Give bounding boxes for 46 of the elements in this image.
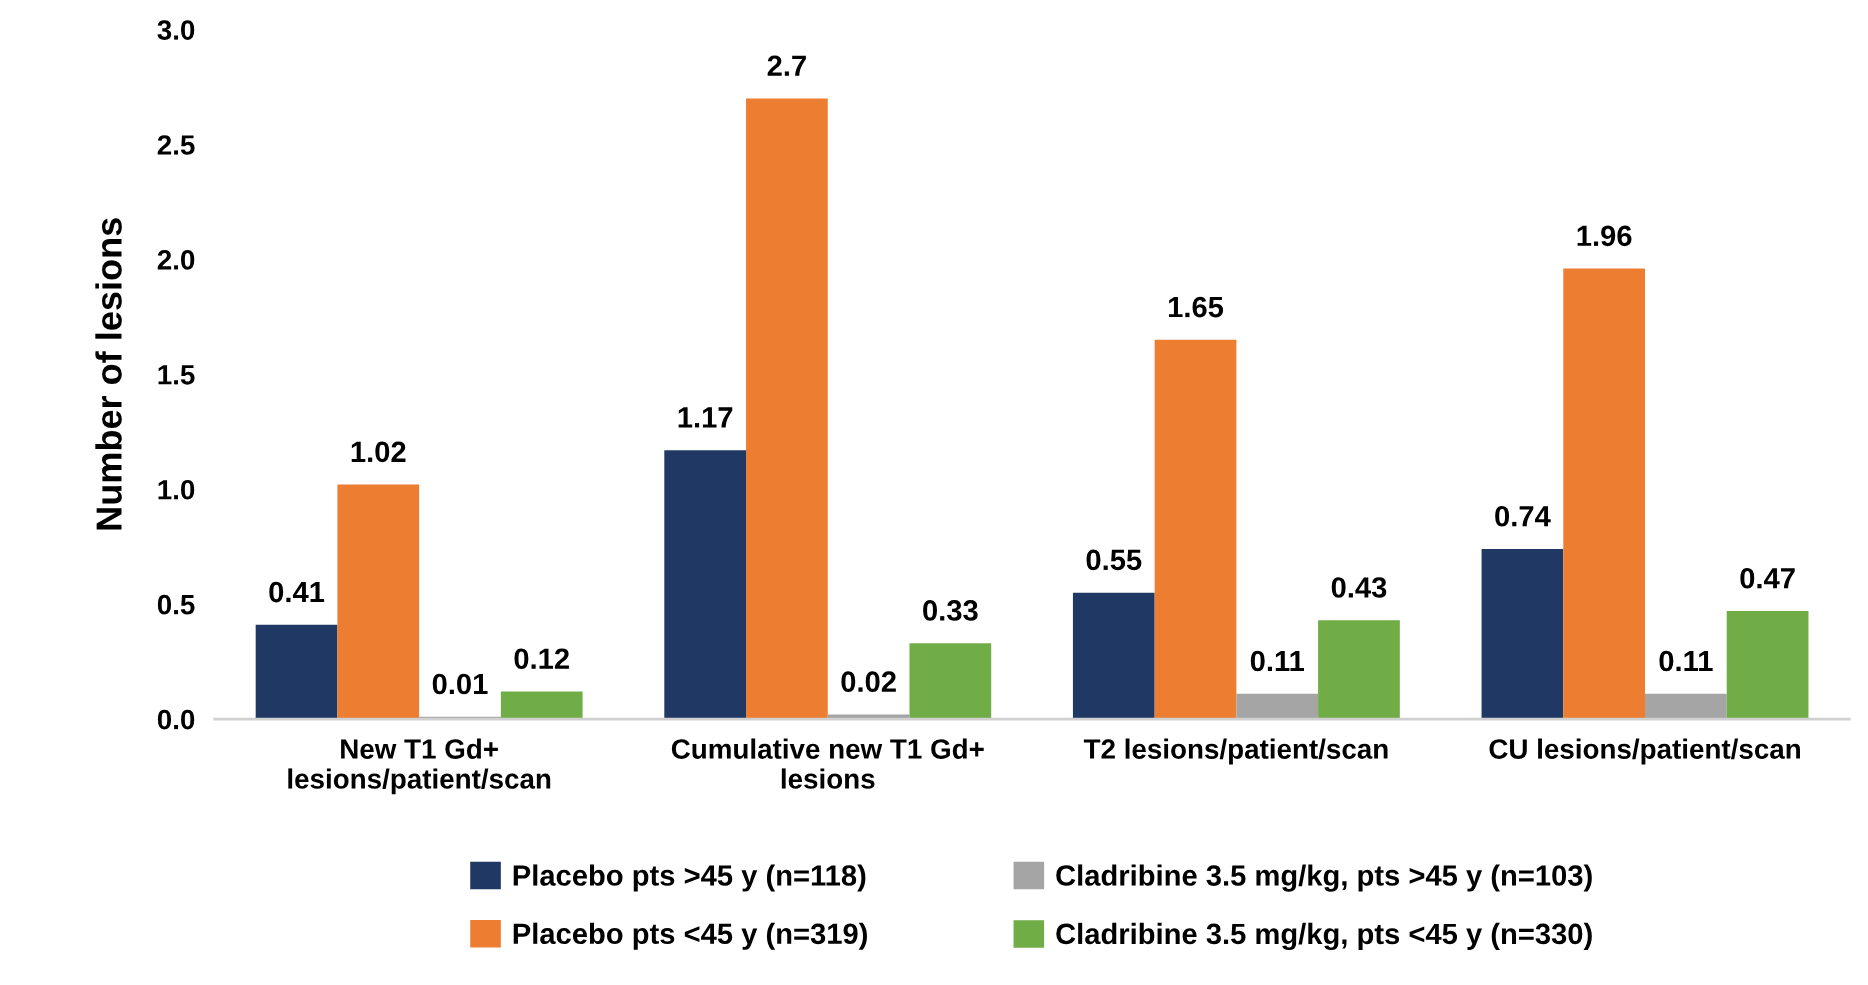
bar bbox=[1072, 592, 1155, 720]
data-label: 0.12 bbox=[514, 648, 569, 670]
y-axis-title: Number of lesions bbox=[95, 218, 122, 530]
bar bbox=[1645, 693, 1727, 720]
data-label: 0.11 bbox=[1659, 650, 1713, 672]
data-label: 2.7 bbox=[767, 55, 806, 76]
data-label: 0.55 bbox=[1086, 549, 1142, 571]
legend-label: Cladribine 3.5 mg/kg, pts <45 y (n=330) bbox=[1056, 922, 1592, 951]
bar bbox=[1563, 268, 1646, 720]
y-tick-label: 0.0 bbox=[157, 709, 195, 730]
y-tick-label: 1.5 bbox=[158, 365, 195, 385]
data-label: 0.74 bbox=[1495, 505, 1551, 527]
data-label: 0.43 bbox=[1331, 577, 1387, 598]
bar bbox=[746, 98, 828, 720]
legend-label: Placebo pts >45 y (n=118) bbox=[513, 864, 866, 892]
x-tick-label: Cumulative new T1 Gd+ lesions bbox=[671, 738, 984, 789]
y-tick-label: 3.0 bbox=[157, 20, 195, 40]
bar bbox=[1154, 339, 1237, 720]
x-tick-label: CU lesions/patient/scan bbox=[1489, 738, 1800, 765]
bar bbox=[500, 691, 583, 720]
x-tick-label: New T1 Gd+ lesions/patient/scan bbox=[288, 738, 551, 795]
bar bbox=[1726, 611, 1809, 720]
data-label: 0.47 bbox=[1740, 567, 1795, 589]
y-tick-label: 0.5 bbox=[157, 594, 195, 615]
data-label: 1.65 bbox=[1168, 296, 1224, 318]
data-label: 0.33 bbox=[923, 600, 978, 621]
bar bbox=[1318, 620, 1400, 720]
bar bbox=[255, 624, 338, 720]
data-label: 1.02 bbox=[351, 441, 406, 463]
data-label: 0.41 bbox=[269, 581, 325, 603]
data-label: 1.96 bbox=[1577, 225, 1632, 247]
data-label: 0.02 bbox=[841, 671, 896, 693]
legend-label: Cladribine 3.5 mg/kg, pts >45 y (n=103) bbox=[1056, 864, 1592, 892]
y-tick-label: 1.0 bbox=[158, 479, 195, 500]
data-label: 1.17 bbox=[678, 407, 733, 428]
legend-label: Placebo pts <45 y (n=319) bbox=[513, 922, 867, 950]
y-tick-label: 2.5 bbox=[157, 135, 195, 155]
y-tick-label: 2.0 bbox=[157, 250, 195, 270]
x-tick-label: T2 lesions/patient/scan bbox=[1083, 738, 1388, 765]
bar bbox=[909, 643, 992, 720]
bar bbox=[1481, 548, 1564, 720]
bar bbox=[337, 484, 420, 720]
bar bbox=[664, 450, 747, 720]
data-label: 0.11 bbox=[1250, 650, 1305, 672]
bar bbox=[1236, 693, 1319, 720]
data-label: 0.01 bbox=[432, 673, 488, 695]
